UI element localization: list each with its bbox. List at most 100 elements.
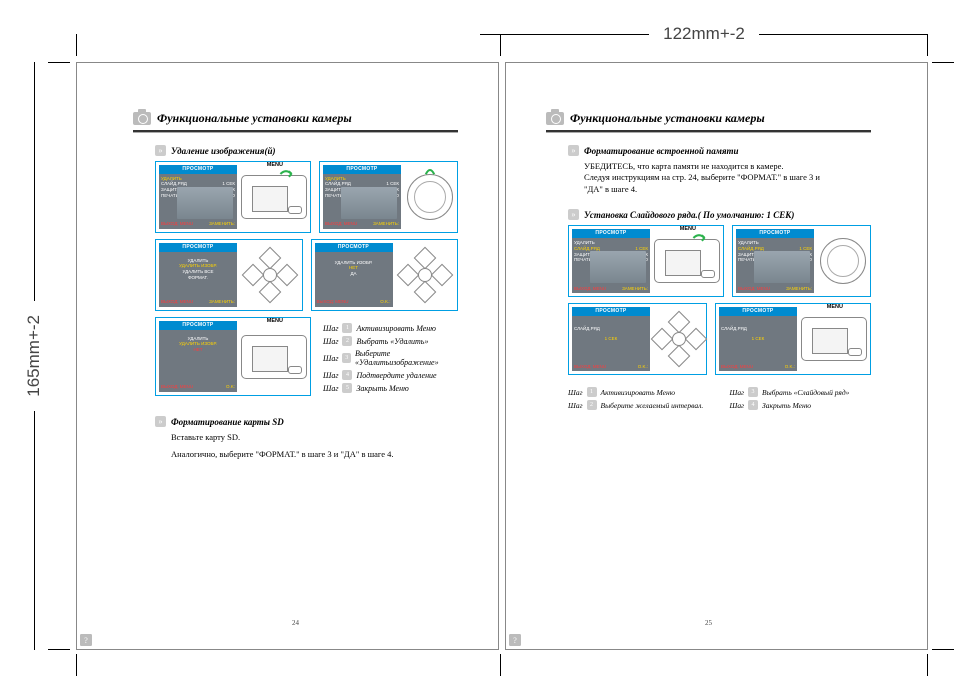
step-text: Выберите желаемый интервал. [601,401,704,410]
step-text: Активизировать Меню [356,324,435,333]
step-text: Закрыть Меню [356,384,408,393]
menu-label: MENU [267,318,283,324]
panel-step4: ПРОСМОТР СЛАЙД.РЯД 1 СЕК ВЫХОД: MENUO.K.… [715,303,871,375]
lcd-exit: ВЫХОД: MENU [317,299,349,305]
subheading-text: Форматирование карты SD [171,417,284,427]
lcd-item: ФОРМАТ. [188,275,208,280]
panel-row-1: ПРОСМОТР УДАЛИТЬ СЛАЙД.РЯД1 СЕК ЗАЩИТАЗА… [568,225,871,297]
lcd-header: ПРОСМОТР [572,229,650,238]
step-word: Шаг [323,354,338,363]
step-num: 4 [748,400,758,410]
lcd-title: УДАЛИТЬ ИЗОБР. [335,260,373,265]
subheading-text: Форматирование встроенной памяти [584,146,739,156]
lcd-exit: ВЫХОД: MENU [161,384,193,390]
chevron-icon: » [155,145,166,156]
panel-row-2: ПРОСМОТР УДАЛИТЬ УДАЛИТЬ ИЗОБР. УДАЛИТЬ … [155,239,458,311]
chevron-icon: » [155,416,166,427]
lcd-header: ПРОСМОТР [719,307,797,316]
lcd-title: СЛАЙД.РЯД [721,326,747,331]
lcd-item: УДАЛИТЬ [325,176,346,181]
subheading-delete: » Удаление изображения(й) [155,145,458,156]
lcd-item: 1 СЕК [605,336,618,341]
lcd-exit: ВЫХОД: MENU [574,286,606,292]
panel-step1: ПРОСМОТР УДАЛИТЬ СЛАЙД.РЯД1 СЕК ЗАЩИТАЗА… [155,161,311,233]
lcd-item: УДАЛИТЬ [574,240,595,245]
lcd-screen: ПРОСМОТР СЛАЙД.РЯД 1 СЕК ВЫХОД: MENUO.K.… [572,307,650,371]
panel-row-1: ПРОСМОТР УДАЛИТЬ СЛАЙД.РЯД1 СЕК ЗАЩИТАЗА… [155,161,458,233]
dim-left-label: 165mm+-2 [24,301,44,411]
lcd-ok: O.K.: [638,364,648,370]
subheading-slideshow: » Установка Слайдового ряда.( По умолчан… [568,209,871,220]
step-word: Шаг [323,384,338,393]
lcd-screen: ПРОСМОТР УДАЛИТЬ СЛАЙД.РЯД1 СЕК ЗАЩИТАЗА… [736,229,814,293]
body-text: Аналогично, выберите "ФОРМАТ." в шаге 3 … [171,449,458,460]
hint-icon: ? [509,634,521,646]
lcd-item: НЕТ [349,265,358,270]
lcd-ok: ЗАМЕНИТЬ: [622,286,648,292]
section-title: Функциональные установки камеры [133,111,458,126]
page-right: Функциональные установки камеры » Формат… [505,62,928,650]
lcd-screen: ПРОСМОТР УДАЛИТЬ СЛАЙД.РЯД1 СЕК ЗАЩИТАЗА… [572,229,650,293]
subheading-format-sd: » Форматирование карты SD [155,416,458,427]
dpad-diagram [654,307,703,371]
step-text: Выбрать «Слайдовый ряд» [762,388,849,397]
menu-label: MENU [827,304,843,310]
subheading-format-internal: » Форматирование встроенной памяти [568,145,871,156]
step-word: Шаг [323,371,338,380]
lcd-exit: ВЫХОД: MENU [325,221,357,227]
panel-step5: ПРОСМОТР УДАЛИТЬ УДАЛИТЬ ИЗОБР. НЕТ ВЫХО… [155,317,311,396]
steps-grid: Шаг1Активизировать Меню Шаг2Выберите жел… [568,387,871,410]
dpad-diagram [241,243,299,307]
step-word: Шаг [730,401,745,410]
step-word: Шаг [568,388,583,397]
page-left: Функциональные установки камеры » Удален… [76,62,499,650]
step-num: 1 [342,323,352,333]
lcd-header: ПРОСМОТР [159,165,237,174]
panel-step3: ПРОСМОТР СЛАЙД.РЯД 1 СЕК ВЫХОД: MENUO.K.… [568,303,707,375]
step-text: Закрыть Меню [762,401,811,410]
camera-back-diagram: MENU [801,307,867,371]
lcd-ok: ЗАМЕНИТЬ: [373,221,399,227]
lcd-item: ДА [350,271,356,276]
steps-list: Шаг1Активизировать Меню Шаг2Выбрать «Уда… [323,323,458,396]
panel-step3: ПРОСМОТР УДАЛИТЬ УДАЛИТЬ ИЗОБР. УДАЛИТЬ … [155,239,303,311]
camera-back-diagram: MENU [241,321,307,392]
step-word: Шаг [568,401,583,410]
lcd-item: ПЕЧАТЬ [325,193,343,199]
step-word: Шаг [323,324,338,333]
dpad-diagram [397,243,455,307]
step-num: 2 [587,400,597,410]
lcd-ok: O.K: [226,384,235,390]
lcd-ok: ЗАМЕНИТЬ: [786,286,812,292]
lcd-item: ПЕЧАТЬ [161,193,179,199]
lcd-item: ПЕЧАТЬ [738,257,756,263]
camera-back-diagram: MENU [241,165,307,229]
lcd-title: УДАЛИТЬ [188,336,209,341]
step-word: Шаг [730,388,745,397]
lcd-ok: ЗАМЕНИТЬ: [209,221,235,227]
lcd-item: ПЕЧАТЬ [574,257,592,263]
section-title-text: Функциональные установки камеры [570,111,765,126]
lcd-exit: ВЫХОД: MENU [574,364,606,370]
camera-icon [546,112,564,125]
camera-icon [133,112,151,125]
lcd-screen: ПРОСМОТР УДАЛИТЬ ИЗОБР. НЕТ ДА ВЫХОД: ME… [315,243,393,307]
step-num: 5 [342,383,352,393]
lcd-item: НЕТ [194,347,203,352]
body-text: УБЕДИТЕСЬ, что карта памяти не находится… [584,161,871,195]
step-num: 2 [342,336,352,346]
lcd-header: ПРОСМОТР [159,321,237,330]
lcd-title: УДАЛИТЬ [188,258,209,263]
subheading-text: Установка Слайдового ряда.( По умолчанию… [584,210,794,220]
lcd-screen: ПРОСМОТР УДАЛИТЬ СЛАЙД.РЯД1 СЕК ЗАЩИТАЗА… [159,165,237,229]
section-rule [546,130,871,133]
panel-step2: ПРОСМОТР УДАЛИТЬ СЛАЙД.РЯД1 СЕК ЗАЩИТАЗА… [732,225,871,297]
lcd-exit: ВЫХОД: MENU [161,299,193,305]
section-rule [133,130,458,133]
lcd-screen: ПРОСМОТР УДАЛИТЬ УДАЛИТЬ ИЗОБР. УДАЛИТЬ … [159,243,237,307]
mode-dial-diagram [405,165,454,229]
dimension-top: 122mm+-2 [480,24,928,44]
chevron-icon: » [568,145,579,156]
step-text: Выберите «Удалитьизображение» [355,349,458,367]
step-num: 3 [342,353,351,363]
